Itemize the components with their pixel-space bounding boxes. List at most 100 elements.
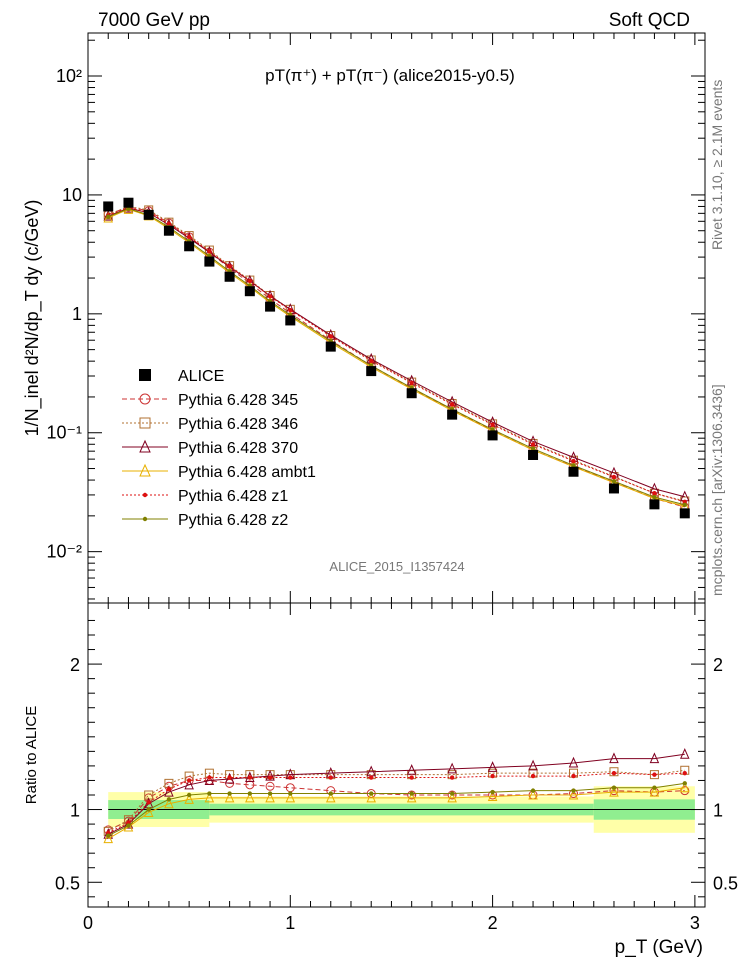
ratio-series-point bbox=[247, 775, 253, 780]
ratio-series-point bbox=[611, 785, 617, 790]
main-series-point bbox=[328, 334, 333, 339]
ratio-series-point bbox=[103, 832, 113, 844]
ratio-series-point bbox=[164, 797, 174, 809]
ratio-series-point bbox=[224, 791, 235, 803]
legend-label: Pythia 6.428 345 bbox=[178, 392, 298, 409]
data-point bbox=[568, 466, 579, 477]
ratio-tick-label-right: 0.5 bbox=[713, 873, 738, 893]
y-tick-label: 10⁻² bbox=[46, 542, 82, 562]
ratio-series-point bbox=[528, 759, 538, 771]
ratio-series-point bbox=[611, 770, 617, 776]
ratio-series-point bbox=[409, 775, 414, 780]
ratio-series-point bbox=[204, 774, 215, 785]
x-tick-label: 0 bbox=[83, 913, 93, 933]
main-series-line bbox=[108, 208, 685, 507]
ratio-series-point bbox=[265, 769, 275, 781]
ratio-series-point bbox=[609, 785, 619, 797]
ratio-series-point bbox=[652, 785, 657, 790]
header-right: Soft QCD bbox=[609, 10, 690, 31]
ratio-series-point bbox=[186, 792, 192, 798]
ratio-series-point bbox=[649, 770, 659, 780]
main-series-point bbox=[409, 380, 414, 386]
ratio-series-point bbox=[288, 775, 293, 780]
main-series-point bbox=[652, 491, 657, 496]
main-series-point bbox=[369, 358, 374, 364]
ratio-series-point bbox=[407, 790, 417, 800]
main-series-point bbox=[106, 214, 111, 219]
ratio-y-axis: 0.5 0.5 1 1 2 2 bbox=[55, 619, 738, 898]
x-axis-label: p_T (GeV) bbox=[615, 937, 703, 958]
ratio-tick-label: 1 bbox=[70, 801, 80, 821]
ratio-series-point bbox=[164, 785, 174, 797]
ratio-series-point bbox=[568, 788, 579, 800]
data-point bbox=[608, 483, 619, 494]
ratio-series-point bbox=[184, 793, 194, 804]
ratio-series-point bbox=[568, 756, 579, 768]
main-series-point bbox=[207, 249, 212, 254]
ratio-series-point bbox=[406, 791, 417, 803]
ratio-series-point bbox=[447, 791, 457, 803]
main-series-point bbox=[247, 278, 253, 284]
ratio-tick-label-right: 2 bbox=[713, 655, 723, 675]
data-point bbox=[366, 366, 377, 377]
ratio-series-point bbox=[328, 775, 333, 780]
side-label-top-text: Rivet 3.1.10, ≥ 2.1M events bbox=[709, 80, 725, 250]
main-series-point bbox=[186, 234, 192, 240]
ratio-series-point bbox=[106, 833, 111, 838]
legend-label: Pythia 6.428 ambt1 bbox=[178, 464, 316, 481]
main-series-line bbox=[108, 207, 685, 503]
main-series-line bbox=[108, 206, 685, 508]
ratio-series-point bbox=[146, 807, 151, 812]
main-series-point bbox=[490, 422, 495, 427]
ratio-series-point bbox=[204, 791, 215, 803]
ratio-series-point bbox=[682, 770, 687, 776]
legend-marker bbox=[139, 463, 151, 477]
main-panel: 10⁻² 10⁻¹ 1 10 10² pT(π⁺) + pT(π⁻) (alice201… bbox=[22, 32, 706, 604]
legend-marker bbox=[139, 393, 151, 405]
y-axis-label: 1/N_inel d²N/dp_T dy (c/GeV) bbox=[22, 200, 43, 437]
ratio-series-point bbox=[530, 788, 536, 793]
ratio-series-line bbox=[108, 753, 685, 835]
data-point bbox=[224, 271, 235, 282]
y-tick-label: 10 bbox=[62, 185, 82, 205]
main-y-axis: 10⁻² 10⁻¹ 1 10 10² bbox=[46, 39, 705, 600]
ratio-series-point bbox=[490, 773, 495, 779]
ratio-tick-label: 0.5 bbox=[55, 873, 80, 893]
ratio-series-point bbox=[245, 780, 255, 790]
ratio-series-point bbox=[449, 775, 455, 780]
ratio-series-point bbox=[447, 790, 457, 800]
ratio-series-point bbox=[126, 823, 131, 828]
ratio-series-point bbox=[227, 791, 232, 796]
ratio-series-point bbox=[487, 761, 498, 772]
data-point bbox=[184, 241, 195, 252]
main-series-point bbox=[611, 479, 617, 484]
side-label-bottom: mcplots.cern.ch [arXiv:1306.3436] bbox=[709, 384, 725, 596]
legend-marker bbox=[142, 492, 148, 498]
ratio-tick-label-right: 1 bbox=[713, 801, 723, 821]
legend-label: Pythia 6.428 z2 bbox=[178, 512, 288, 529]
ratio-series-point bbox=[267, 775, 273, 780]
ratio-series-point bbox=[325, 791, 336, 803]
ratio-series-point bbox=[227, 775, 232, 780]
ratio-series-line bbox=[108, 779, 685, 831]
ratio-tick-label: 2 bbox=[70, 655, 80, 675]
ratio-panel-frame bbox=[87, 602, 706, 908]
data-point bbox=[447, 409, 458, 420]
ratio-series-point bbox=[207, 775, 212, 780]
ratio-axis-label-text: Ratio to ALICE bbox=[23, 706, 40, 804]
legend-label: Pythia 6.428 346 bbox=[178, 416, 298, 433]
side-label-bottom-text: mcplots.cern.ch [arXiv:1306.3436] bbox=[709, 384, 725, 596]
legend-marker bbox=[139, 439, 151, 453]
ratio-axis-label: Ratio to ALICE bbox=[23, 706, 40, 804]
ratio-series-point bbox=[186, 778, 192, 783]
y-tick-label: 10⁻¹ bbox=[46, 423, 82, 443]
legend-marker-data bbox=[139, 369, 151, 381]
ratio-series-point bbox=[143, 806, 154, 817]
ratio-series-point bbox=[680, 748, 690, 759]
ratio-series-point bbox=[530, 773, 536, 779]
side-label-top: Rivet 3.1.10, ≥ 2.1M events bbox=[709, 80, 725, 250]
data-point bbox=[265, 301, 276, 312]
ratio-series-point bbox=[285, 791, 296, 803]
main-series-point bbox=[571, 458, 576, 464]
